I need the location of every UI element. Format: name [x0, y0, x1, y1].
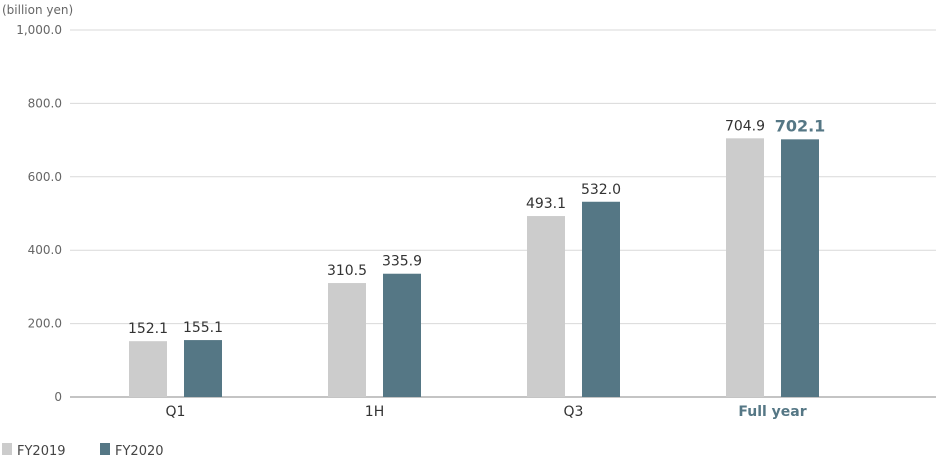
y-tick-label: 1,000.0 [16, 23, 62, 37]
value-label: 310.5 [327, 263, 367, 279]
value-labels: 152.1 155.1 310.5 335.9 493.1 532.0 704.9 702.1 [128, 116, 825, 337]
bar-fy2020-q1 [184, 340, 222, 397]
bar-fy2019-1h [328, 283, 366, 397]
y-tick-label: 200.0 [28, 317, 62, 331]
value-label: 155.1 [183, 320, 223, 336]
legend: FY2019 FY2020 [2, 443, 164, 456]
legend-swatch [100, 443, 110, 455]
y-tick-label: 400.0 [28, 243, 62, 257]
bar-fy2020-1h [383, 273, 421, 397]
bars [129, 138, 819, 398]
legend-label: FY2019 [17, 444, 66, 456]
value-label: 704.9 [725, 118, 765, 134]
bar-fy2020-q3 [582, 201, 620, 397]
value-label: 493.1 [526, 196, 566, 212]
y-tick-label: 600.0 [28, 170, 62, 184]
value-label: 532.0 [581, 182, 621, 198]
bar-fy2019-q1 [129, 341, 167, 397]
y-tick-label: 0 [54, 390, 62, 404]
x-tick-label: Q3 [564, 404, 584, 420]
value-label: 335.9 [382, 254, 422, 270]
y-axis-unit-label: (billion yen) [2, 3, 73, 17]
x-tick-label: 1H [365, 404, 384, 420]
y-axis-ticks: 0 200.0 400.0 600.0 800.0 1,000.0 [16, 23, 62, 404]
legend-swatch [2, 443, 12, 455]
value-label: 702.1 [775, 116, 826, 135]
bar-fy2020-full-year [781, 139, 819, 398]
x-axis-ticks: Q1 1H Q3 Full year [166, 404, 807, 420]
bar-fy2019-full-year [726, 138, 764, 397]
x-tick-label: Full year [738, 404, 806, 420]
bar-fy2019-q3 [527, 216, 565, 397]
legend-label: FY2020 [115, 444, 164, 456]
x-tick-label: Q1 [166, 404, 186, 420]
y-tick-label: 800.0 [28, 96, 62, 110]
value-label: 152.1 [128, 321, 168, 337]
